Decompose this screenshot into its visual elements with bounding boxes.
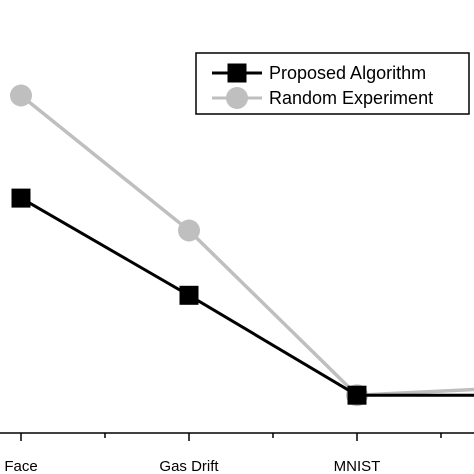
legend: Proposed Algorithm Random Experiment	[195, 52, 470, 115]
legend-label: Random Experiment	[269, 88, 433, 108]
x-axis: Face Gas Drift MNIST	[0, 432, 474, 474]
data-point-circle	[10, 84, 32, 107]
data-point-square	[347, 385, 367, 405]
data-point-square	[11, 188, 31, 208]
x-tick-label: Face	[4, 458, 37, 474]
legend-marker-circle	[226, 87, 248, 109]
legend-label: Proposed Algorithm	[269, 63, 426, 83]
series-line	[20, 196, 474, 397]
data-point-square	[179, 285, 199, 305]
plot-area	[10, 84, 474, 407]
data-point-circle	[178, 219, 200, 242]
x-tick-label: Gas Drift	[159, 458, 219, 474]
series-line	[19, 94, 474, 397]
legend-marker-square	[227, 63, 247, 83]
x-tick-label: MNIST	[334, 458, 381, 474]
